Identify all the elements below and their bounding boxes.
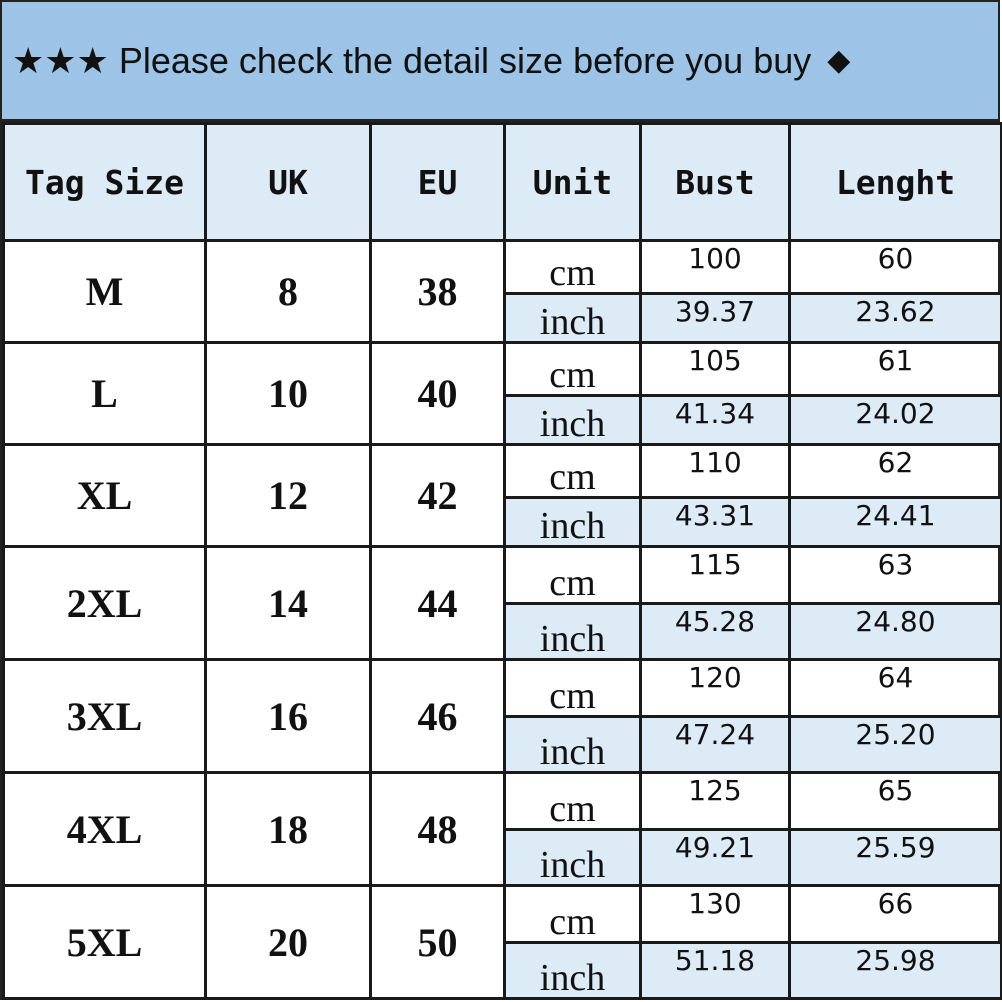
tag-size-cell: L (2, 341, 207, 446)
uk-cell: 12 (204, 443, 372, 548)
length-cell: 62 (788, 443, 1002, 499)
unit-cell: inch (503, 602, 642, 661)
table-row-inch: inch 43.31 24.41 (4, 496, 1002, 548)
table-row-cm: 3XL 16 46 cm 120 64 (2, 658, 1002, 774)
unit-cell: inch (503, 941, 642, 1000)
bust-cell: 41.34 (639, 394, 791, 446)
eu-cell: 48 (369, 771, 506, 887)
bust-cell: 115 (639, 545, 791, 605)
bust-cell: 100 (639, 239, 791, 295)
uk-cell: 20 (204, 884, 372, 1000)
unit-cell: cm (503, 341, 642, 397)
table-row-inch: inch 49.21 25.59 (4, 828, 1002, 887)
header-bust: Bust (639, 122, 791, 242)
header-eu: EU (369, 122, 506, 242)
table-row-cm: 5XL 20 50 cm 130 66 (2, 884, 1002, 1000)
bust-cell: 47.24 (639, 715, 791, 774)
unit-cell: cm (503, 658, 642, 718)
table-row-cm: XL 12 42 cm 110 62 (2, 443, 1002, 548)
tag-size-cell: 5XL (2, 884, 207, 1000)
eu-cell: 42 (369, 443, 506, 548)
length-cell: 25.98 (788, 941, 1002, 1000)
bust-cell: 39.37 (639, 292, 791, 344)
size-table: Tag Size UK EU Unit Bust Lenght M 8 38 cm 10… (2, 122, 1002, 1000)
bust-cell: 110 (639, 443, 791, 499)
tag-size-cell: XL (2, 443, 207, 548)
eu-cell: 44 (369, 545, 506, 661)
header-length: Lenght (788, 122, 1002, 242)
header-uk: UK (204, 122, 372, 242)
uk-cell: 16 (204, 658, 372, 774)
length-cell: 61 (788, 341, 1002, 397)
tag-size-cell: 3XL (2, 658, 207, 774)
length-cell: 25.59 (788, 828, 1002, 887)
length-cell: 60 (788, 239, 1002, 295)
stars-icon: ★★★ (12, 39, 109, 81)
bust-cell: 120 (639, 658, 791, 718)
table-row-cm: M 8 38 cm 100 60 (2, 239, 1002, 344)
header-tag-size: Tag Size (2, 122, 207, 242)
unit-cell: inch (503, 496, 642, 548)
eu-cell: 50 (369, 884, 506, 1000)
unit-cell: cm (503, 545, 642, 605)
bust-cell: 105 (639, 341, 791, 397)
table-row-cm: 4XL 18 48 cm 125 65 (2, 771, 1002, 887)
unit-cell: inch (503, 394, 642, 446)
uk-cell: 18 (204, 771, 372, 887)
header-unit: Unit (503, 122, 642, 242)
eu-cell: 46 (369, 658, 506, 774)
unit-cell: cm (503, 771, 642, 831)
eu-cell: 38 (369, 239, 506, 344)
title-text: Please check the detail size before you … (118, 39, 812, 81)
unit-cell: inch (503, 828, 642, 887)
bust-cell: 130 (639, 884, 791, 944)
eu-cell: 40 (369, 341, 506, 446)
length-cell: 24.02 (788, 394, 1002, 446)
length-cell: 24.80 (788, 602, 1002, 661)
table-row-inch: inch 41.34 24.02 (4, 394, 1002, 446)
uk-cell: 14 (204, 545, 372, 661)
table-row-inch: inch 47.24 25.20 (4, 715, 1002, 774)
bust-cell: 49.21 (639, 828, 791, 887)
length-cell: 63 (788, 545, 1002, 605)
table-row-inch: inch 39.37 23.62 (4, 292, 1002, 344)
bust-cell: 45.28 (639, 602, 791, 661)
table-row-inch: inch 51.18 25.98 (4, 941, 1002, 1000)
bust-cell: 51.18 (639, 941, 791, 1000)
table-row-inch: inch 45.28 24.80 (4, 602, 1002, 661)
diamond-icon: ◆ (827, 44, 851, 77)
unit-cell: cm (503, 884, 642, 944)
table-row-cm: L 10 40 cm 105 61 (2, 341, 1002, 446)
unit-cell: cm (503, 239, 642, 295)
tag-size-cell: 2XL (2, 545, 207, 661)
length-cell: 25.20 (788, 715, 1002, 774)
uk-cell: 8 (204, 239, 372, 344)
unit-cell: inch (503, 292, 642, 344)
length-cell: 66 (788, 884, 1002, 944)
bust-cell: 43.31 (639, 496, 791, 548)
length-cell: 65 (788, 771, 1002, 831)
length-cell: 23.62 (788, 292, 1002, 344)
unit-cell: cm (503, 443, 642, 499)
table-row-cm: 2XL 14 44 cm 115 63 (2, 545, 1002, 661)
length-cell: 64 (788, 658, 1002, 718)
length-cell: 24.41 (788, 496, 1002, 548)
unit-cell: inch (503, 715, 642, 774)
header-row: Tag Size UK EU Unit Bust Lenght (2, 122, 1002, 242)
title-banner: ★★★ Please check the detail size before … (2, 2, 998, 122)
tag-size-cell: M (2, 239, 207, 344)
bust-cell: 125 (639, 771, 791, 831)
uk-cell: 10 (204, 341, 372, 446)
tag-size-cell: 4XL (2, 771, 207, 887)
